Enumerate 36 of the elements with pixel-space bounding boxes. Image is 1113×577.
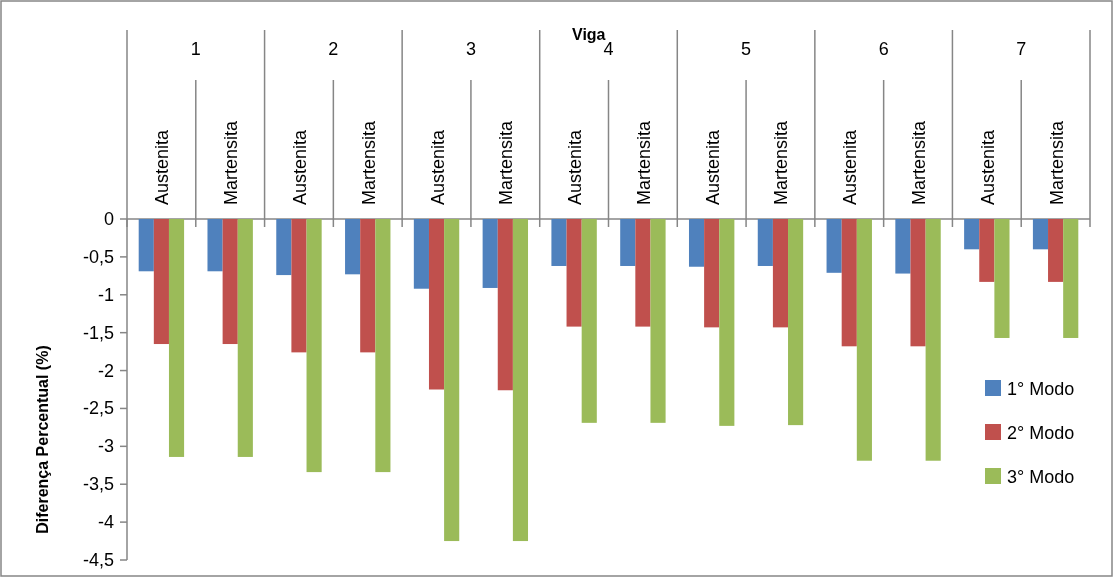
y-axis-title: Diferença Percentual (%) — [34, 345, 51, 534]
legend-label: 1° Modo — [1007, 379, 1075, 399]
y-tick-label: -3 — [97, 436, 114, 457]
x-tick-label: Martensita — [358, 119, 379, 205]
y-tick-label: -2,5 — [82, 398, 114, 419]
text: 7 — [1016, 39, 1027, 59]
x-tick-label: Martensita — [633, 119, 654, 205]
y-tick-label: -1 — [97, 284, 114, 305]
x-tick-label: Martensita — [1046, 119, 1067, 205]
text: 5 — [741, 39, 752, 59]
legend-label: 2° Modo — [1007, 423, 1075, 443]
y-tick-label: -3,5 — [82, 474, 114, 495]
x-axis-title: Viga — [572, 26, 606, 43]
x-tick-label: Austenita — [427, 128, 448, 205]
x-tick-label: Austenita — [289, 128, 310, 205]
y-tick-label: -4 — [97, 512, 114, 533]
x-tick-label: Austenita — [977, 128, 998, 205]
y-tick-label: -4,5 — [82, 550, 114, 570]
x-tick-label: Austenita — [152, 128, 173, 205]
x-tick-label: Austenita — [565, 128, 586, 205]
y-tick-label: -0,5 — [82, 246, 114, 267]
text: 4 — [603, 39, 614, 59]
x-tick-label: Martensita — [221, 119, 242, 205]
y-tick-label: 0 — [103, 209, 114, 229]
legend-label: 3° Modo — [1007, 467, 1075, 487]
y-tick-label: -2 — [97, 360, 114, 381]
x-tick-label: Martensita — [496, 119, 517, 205]
x-tick-label: Austenita — [702, 128, 723, 205]
x-tick-label: Austenita — [840, 128, 861, 205]
text: 1 — [190, 39, 201, 59]
x-tick-label: Martensita — [909, 119, 930, 205]
y-tick-label: -1,5 — [82, 322, 114, 343]
text: 2 — [328, 39, 339, 59]
text: 3 — [465, 39, 476, 59]
x-tick-label: Martensita — [771, 119, 792, 205]
text: 6 — [878, 39, 889, 59]
